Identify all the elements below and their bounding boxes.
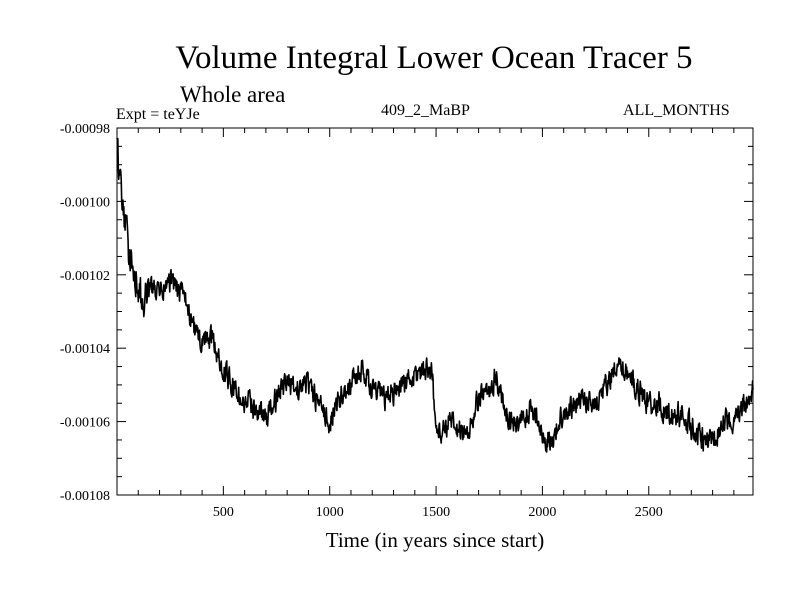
chart-subtitle: Whole area — [180, 82, 286, 107]
y-tick-label: -0.00104 — [60, 342, 110, 357]
y-tick-label: -0.00100 — [60, 195, 110, 210]
x-tick-label: 2000 — [528, 505, 556, 520]
x-axis-label: Time (in years since start) — [325, 528, 545, 552]
chart-title: Volume Integral Lower Ocean Tracer 5 — [175, 40, 693, 76]
experiment-label: Expt = teYJe — [116, 106, 200, 123]
months-label: ALL_MONTHS — [623, 102, 730, 119]
y-tick-label: -0.00098 — [60, 122, 110, 137]
y-tick-label: -0.00106 — [60, 416, 110, 431]
x-tick-label: 2500 — [635, 505, 663, 520]
x-tick-label: 500 — [213, 505, 234, 520]
x-tick-label: 1000 — [316, 505, 344, 520]
y-tick-label: -0.00108 — [60, 489, 110, 504]
y-tick-label: -0.00102 — [60, 269, 110, 284]
plot-frame — [116, 127, 754, 496]
run-label: 409_2_MaBP — [381, 102, 470, 119]
series-line — [116, 137, 754, 453]
x-tick-label: 1500 — [422, 505, 450, 520]
